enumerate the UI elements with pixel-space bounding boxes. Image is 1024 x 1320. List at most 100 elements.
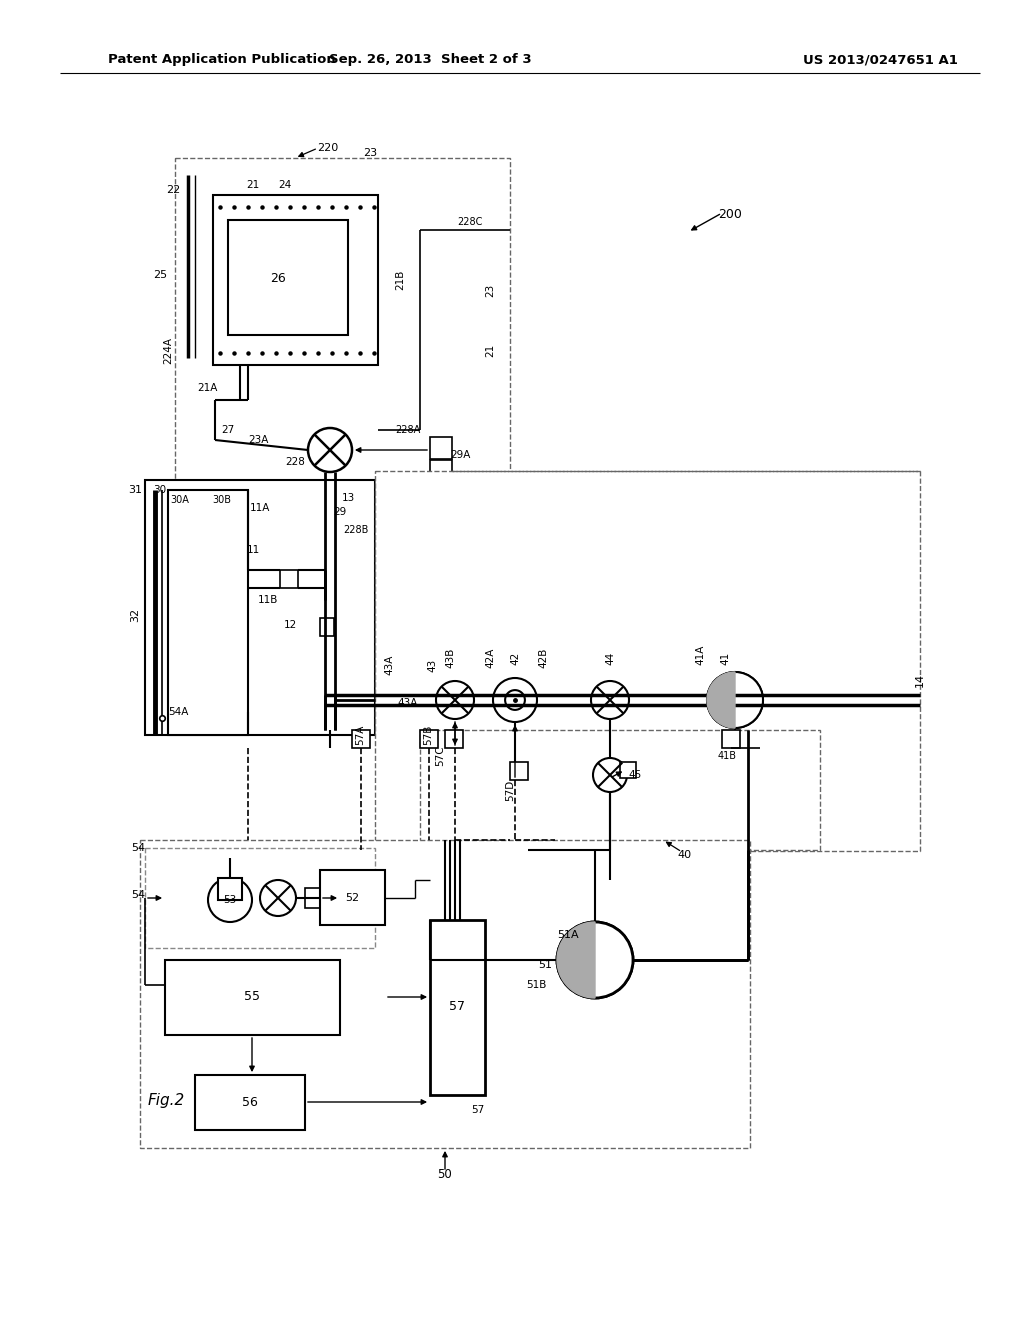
Text: 23: 23 [362,148,377,158]
Text: 23: 23 [485,284,495,297]
Circle shape [493,678,537,722]
Text: 14: 14 [915,673,925,688]
Text: 21: 21 [247,180,260,190]
Text: 41A: 41A [695,644,705,665]
Text: 42B: 42B [538,648,548,668]
Bar [510,762,528,780]
Text: 30B: 30B [213,495,231,506]
Circle shape [707,672,763,729]
Bar [168,490,248,735]
Circle shape [557,921,633,998]
Text: 51A: 51A [557,931,579,940]
Circle shape [557,921,633,998]
Bar [722,730,740,748]
Circle shape [593,758,627,792]
Bar [352,730,370,748]
Bar [213,195,378,366]
Bar [430,459,452,482]
Text: 23A: 23A [248,436,268,445]
Text: 26: 26 [270,272,286,285]
Text: 12: 12 [284,620,297,630]
Text: 11B: 11B [258,595,279,605]
Bar [420,730,438,748]
Text: 11: 11 [247,545,260,554]
Text: 21A: 21A [197,383,217,393]
Polygon shape [557,921,595,998]
Bar [319,618,334,636]
Text: 57D: 57D [505,779,515,801]
Text: 25: 25 [153,271,167,280]
Circle shape [436,681,474,719]
Bar [218,878,242,900]
Bar [280,570,298,587]
Text: 24: 24 [279,180,292,190]
Bar [140,840,750,1148]
Circle shape [208,878,252,921]
Bar [145,847,375,948]
Text: 22: 22 [166,185,180,195]
Text: 29A: 29A [450,450,470,459]
Text: 200: 200 [718,209,742,222]
Text: 41B: 41B [718,751,736,762]
Bar [165,960,340,1035]
Text: 55: 55 [244,990,260,1003]
Text: 50: 50 [437,1168,453,1181]
Text: 220: 220 [317,143,339,153]
Text: 32: 32 [130,609,140,622]
Bar [175,158,510,480]
Circle shape [505,690,525,710]
Bar [445,730,463,748]
Text: 57A: 57A [355,725,365,746]
Text: 51B: 51B [525,979,546,990]
Text: 29: 29 [334,507,347,517]
Text: 42A: 42A [485,648,495,668]
Text: 21: 21 [485,343,495,356]
Circle shape [591,681,629,719]
Circle shape [308,428,352,473]
Text: 54: 54 [131,843,145,853]
Text: Patent Application Publication: Patent Application Publication [108,54,336,66]
Text: 54: 54 [131,890,145,900]
Text: 57: 57 [449,1001,465,1014]
Bar [430,920,485,1096]
Bar [375,471,920,851]
Text: 43B: 43B [445,648,455,668]
Bar [228,220,348,335]
Text: 21B: 21B [395,269,406,290]
Text: US 2013/0247651 A1: US 2013/0247651 A1 [803,54,957,66]
Text: 228: 228 [285,457,305,467]
Polygon shape [707,672,735,729]
Text: 57B: 57B [423,725,433,746]
Bar [420,730,820,850]
Text: Fig.2: Fig.2 [148,1093,185,1107]
Text: 52: 52 [345,894,359,903]
Text: 41: 41 [720,651,730,665]
Text: 43A: 43A [384,655,394,676]
Text: 44: 44 [605,651,615,665]
Text: 42: 42 [510,651,520,665]
Text: 31: 31 [128,484,142,495]
Text: 43A: 43A [397,698,418,708]
Text: 228C: 228C [458,216,482,227]
Circle shape [260,880,296,916]
Text: 54A: 54A [168,708,188,717]
Text: 45: 45 [629,770,642,780]
Bar [195,1074,305,1130]
Text: 57: 57 [471,1105,484,1115]
Text: Sep. 26, 2013  Sheet 2 of 3: Sep. 26, 2013 Sheet 2 of 3 [329,54,531,66]
Text: 30A: 30A [171,495,189,506]
Bar [319,870,385,925]
Text: 40: 40 [678,850,692,861]
Text: 30: 30 [154,484,167,495]
Text: 43: 43 [427,659,437,672]
Bar [145,480,375,735]
Text: 53: 53 [223,895,237,906]
Text: 51: 51 [538,960,552,970]
Text: 224A: 224A [163,337,173,363]
Bar [430,437,452,459]
Text: 228A: 228A [395,425,421,436]
Text: 56: 56 [242,1096,258,1109]
Bar [620,762,636,777]
Bar [305,888,325,908]
Text: 228B: 228B [343,525,369,535]
